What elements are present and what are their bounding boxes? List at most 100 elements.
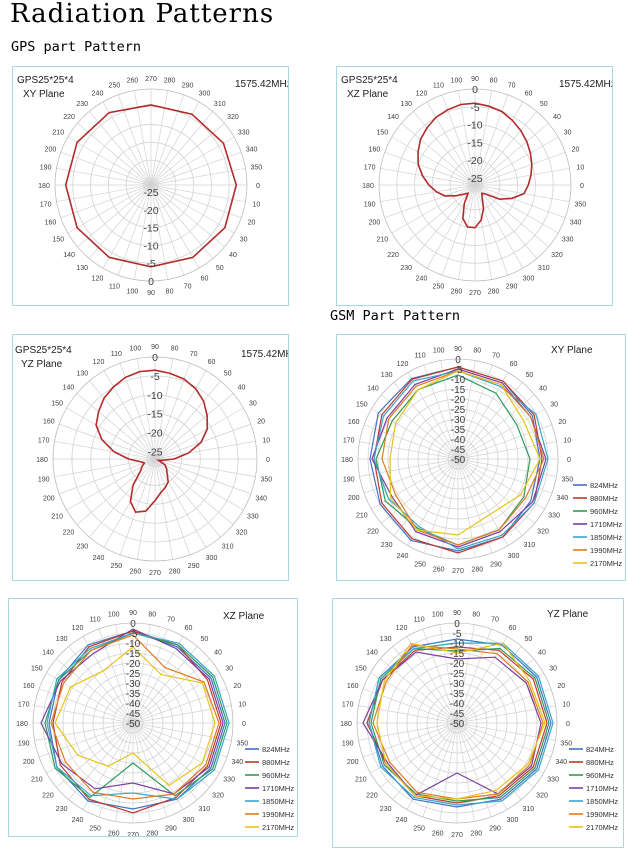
angle-label: 30 (550, 402, 558, 409)
angle-label: 310 (538, 265, 550, 272)
spoke-line (413, 184, 476, 259)
angle-label: 80 (171, 346, 179, 353)
angle-label: 130 (76, 265, 88, 272)
angle-label: 250 (111, 563, 123, 570)
angle-label: 340 (556, 495, 568, 502)
legend-label: 824MHz (590, 481, 618, 490)
angle-label: 340 (255, 496, 267, 503)
angle-label: 330 (223, 777, 235, 784)
spoke-line (136, 458, 156, 560)
angle-label: 180 (38, 183, 50, 190)
angle-label: 340 (246, 146, 258, 153)
angle-label: 70 (492, 353, 500, 360)
angle-label: 250 (89, 825, 101, 832)
ring-circle (396, 106, 554, 264)
r-tick-labels: 0 -5 -10 -15 -20 -25 (143, 187, 158, 288)
chart-gsm-xz: 0 -5 -10 -15 -20 -25 -30 -35 -40 -45 -50 0 10 20 30 40 5… (8, 598, 298, 837)
angle-label: 30 (240, 237, 248, 244)
spoke-line (154, 458, 244, 511)
spoke-line (384, 151, 476, 186)
angle-label: 260 (432, 830, 444, 837)
angle-label: 230 (381, 542, 393, 549)
spoke-line (474, 151, 566, 186)
r-tick-label: -5 (129, 629, 138, 640)
spoke-line (59, 458, 156, 495)
angle-label: 30 (249, 401, 257, 408)
spoke-line (67, 184, 152, 234)
angle-label: 170 (364, 164, 376, 171)
spoke-line (457, 90, 476, 186)
r-tick-label: -20 (126, 659, 141, 670)
ring-circle (467, 177, 483, 193)
r-tick-label: -25 (450, 669, 465, 680)
angle-label: 290 (165, 825, 177, 832)
gsm-section-title: GSM Part Pattern (330, 308, 461, 324)
r-tick-label: -5 (470, 102, 479, 114)
spoke-line (136, 358, 156, 460)
spoke-line (154, 458, 174, 560)
spoke-line (154, 423, 251, 460)
angle-label: 140 (387, 114, 399, 121)
angle-label: 340 (555, 759, 567, 766)
spoke-line (89, 111, 152, 186)
spoke-line (474, 111, 537, 186)
angle-label: 10 (563, 438, 571, 445)
plane-label: XZ Plane (223, 611, 265, 622)
angle-label: 50 (540, 101, 548, 108)
angle-label: 20 (558, 419, 566, 426)
antenna-label: GPS25*25*4 (15, 345, 72, 356)
r-tick-label: -10 (451, 375, 466, 386)
angle-label: 140 (63, 252, 75, 259)
angle-label: 40 (553, 114, 561, 121)
spoke-line (474, 184, 559, 234)
r-tick-labels: 0 -5 -10 -15 -20 -25 (467, 84, 482, 185)
angle-label: 70 (491, 617, 499, 624)
angle-label: 230 (400, 265, 412, 272)
angle-label: 270 (127, 832, 139, 836)
angle-label: 80 (148, 612, 156, 619)
angle-label: 170 (40, 202, 52, 209)
angle-label: 260 (127, 78, 139, 85)
angle-label: 320 (212, 792, 224, 799)
angle-label: 300 (523, 276, 535, 283)
ring-circle (417, 418, 499, 500)
angle-label: 180 (16, 721, 28, 728)
series-line (44, 632, 228, 799)
spoke-line (119, 458, 156, 555)
r-tick-label: -10 (143, 240, 158, 252)
chart-gsm-xy-svg: 0-5-10-15-20-25-30-35-40-45-50 0102030405… (341, 345, 622, 575)
angle-label: 270 (145, 76, 157, 83)
angle-label: 220 (366, 792, 378, 799)
angle-label: 290 (490, 561, 502, 568)
angle-label: 190 (364, 202, 376, 209)
angle-label: 80 (472, 612, 480, 619)
legend-label: 1710MHz (586, 784, 618, 793)
legend-label: 1850MHz (590, 533, 622, 542)
angle-label: 150 (356, 402, 368, 409)
angle-label: 270 (451, 832, 463, 839)
angle-label: 230 (56, 806, 68, 813)
legend: 824MHz 880MHz 960MHz 1710MHz 1850MHz 1990MHz 2… (569, 745, 618, 832)
angle-label: 0 (266, 457, 270, 464)
legend-label: 1710MHz (262, 784, 294, 793)
angle-label: 310 (222, 544, 234, 551)
ring-circle (143, 177, 159, 193)
angle-label: 350 (251, 164, 263, 171)
r-tick-label: -10 (450, 639, 465, 650)
legend-label: 880MHz (586, 758, 614, 767)
legend-label: 824MHz (262, 745, 290, 754)
chart-gsm-xz-svg: 0-5-10-15-20-25-30-35-40-45-50 0102030405… (16, 610, 294, 836)
spoke-line (391, 184, 476, 234)
angle-label: 60 (509, 625, 517, 632)
series-line (95, 369, 209, 514)
spoke-line (413, 111, 476, 186)
angle-label: 200 (23, 759, 35, 766)
spoke-line (56, 184, 152, 203)
angle-label: 200 (347, 759, 359, 766)
r-tick-label: -15 (450, 649, 465, 660)
angle-label: 0 (256, 183, 260, 190)
angle-label: 50 (200, 636, 208, 643)
angle-label: 270 (452, 568, 464, 575)
angle-label: 300 (206, 555, 218, 562)
r-tick-label: -30 (450, 679, 465, 690)
